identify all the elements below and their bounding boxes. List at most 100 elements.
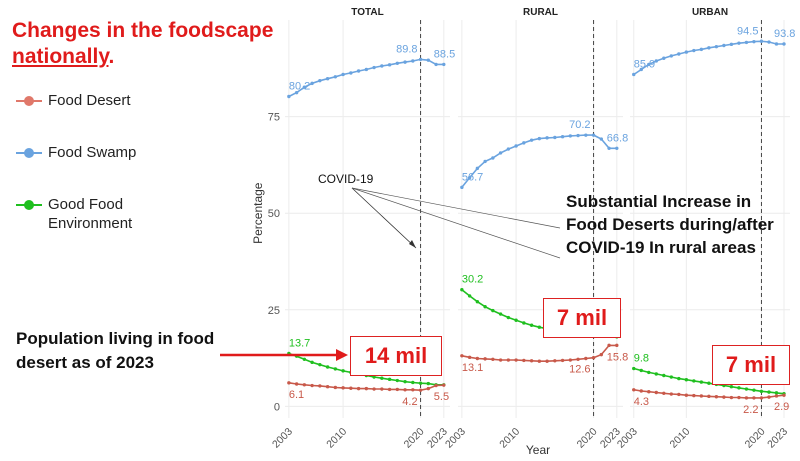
data-point bbox=[615, 343, 619, 348]
covid-arrow bbox=[351, 187, 417, 249]
data-point bbox=[364, 67, 369, 72]
data-point bbox=[418, 388, 423, 392]
x-tick-label: 2003 bbox=[615, 426, 640, 451]
data-point bbox=[356, 69, 361, 73]
data-point bbox=[491, 156, 495, 160]
callout-rural: 7 mil bbox=[543, 298, 621, 338]
data-label: 80.2 bbox=[289, 81, 310, 93]
data-point bbox=[684, 378, 689, 382]
data-point bbox=[707, 394, 711, 399]
data-point bbox=[654, 372, 658, 376]
data-point bbox=[294, 382, 299, 386]
data-point bbox=[607, 146, 611, 150]
data-label: 9.8 bbox=[634, 353, 649, 365]
data-point bbox=[467, 355, 472, 360]
data-point bbox=[615, 146, 619, 150]
data-point bbox=[767, 40, 771, 44]
data-point bbox=[475, 356, 480, 361]
data-point bbox=[395, 61, 400, 65]
data-point bbox=[318, 78, 322, 83]
data-point bbox=[325, 365, 330, 369]
data-label: 15.8 bbox=[607, 351, 628, 363]
data-point bbox=[467, 175, 472, 180]
y-axis-title: Percentage bbox=[251, 182, 265, 244]
data-point bbox=[333, 75, 338, 79]
data-point bbox=[584, 133, 588, 137]
data-label: 4.2 bbox=[402, 396, 417, 408]
data-point bbox=[591, 133, 596, 137]
data-point bbox=[591, 356, 596, 360]
data-point bbox=[411, 59, 415, 63]
data-point bbox=[647, 390, 651, 394]
data-point bbox=[537, 136, 542, 141]
data-point bbox=[707, 381, 711, 385]
data-point bbox=[744, 396, 749, 400]
data-label: 5.5 bbox=[434, 391, 449, 403]
data-point bbox=[647, 62, 651, 67]
data-point bbox=[632, 388, 636, 392]
data-point bbox=[491, 308, 495, 313]
data-point bbox=[662, 56, 666, 60]
data-point bbox=[677, 392, 681, 397]
x-tick-label: 2003 bbox=[270, 426, 295, 451]
data-point bbox=[325, 385, 330, 389]
data-point bbox=[545, 136, 549, 140]
data-point bbox=[707, 46, 711, 50]
data-point bbox=[568, 358, 573, 362]
data-point bbox=[560, 358, 565, 363]
data-point bbox=[692, 379, 696, 383]
rural-note: Substantial Increase in Food Deserts dur… bbox=[566, 192, 774, 257]
data-point bbox=[460, 288, 464, 292]
population-arrowhead bbox=[336, 349, 348, 361]
data-point bbox=[774, 391, 779, 395]
data-point bbox=[387, 387, 392, 392]
callout-total: 14 mil bbox=[350, 336, 442, 376]
legend-dot-food-swamp bbox=[24, 148, 34, 158]
facet-title-urban: URBAN bbox=[692, 7, 728, 18]
covid-arrowhead bbox=[409, 240, 416, 248]
population-annotation: Population living in food desert as of 2… bbox=[16, 329, 215, 372]
data-point bbox=[545, 359, 549, 363]
x-tick-label: 2023 bbox=[765, 426, 790, 451]
data-point bbox=[294, 90, 299, 95]
data-label: 85.9 bbox=[634, 58, 655, 70]
x-axis-title: Year bbox=[526, 443, 550, 457]
x-tick-label: 2020 bbox=[743, 426, 768, 451]
y-tick-label: 25 bbox=[268, 305, 280, 317]
data-point bbox=[737, 395, 741, 400]
x-tick-label: 2010 bbox=[667, 426, 692, 451]
data-point bbox=[522, 141, 526, 145]
data-point bbox=[607, 343, 611, 348]
data-point bbox=[483, 357, 487, 361]
data-point bbox=[729, 395, 734, 400]
data-point bbox=[584, 356, 588, 361]
data-point bbox=[639, 67, 643, 72]
data-point bbox=[467, 294, 472, 298]
data-point bbox=[729, 42, 734, 47]
data-point bbox=[514, 358, 518, 362]
y-tick-label: 75 bbox=[268, 112, 280, 124]
x-tick-label: 2020 bbox=[575, 426, 600, 451]
data-point bbox=[576, 133, 580, 138]
data-label: 93.8 bbox=[774, 28, 795, 40]
data-point bbox=[506, 147, 511, 151]
data-point bbox=[759, 396, 764, 400]
data-point bbox=[560, 134, 565, 139]
data-label: 13.7 bbox=[289, 337, 310, 349]
data-point bbox=[774, 394, 779, 398]
data-point bbox=[782, 42, 786, 46]
data-label: 6.1 bbox=[289, 389, 304, 401]
data-point bbox=[759, 389, 764, 394]
data-point bbox=[475, 166, 480, 171]
grid-layer bbox=[285, 20, 790, 418]
data-point bbox=[403, 388, 407, 392]
title-line-2: nationally. bbox=[12, 44, 273, 70]
data-point bbox=[483, 305, 487, 309]
data-point bbox=[553, 135, 557, 140]
data-point bbox=[341, 72, 345, 77]
data-point bbox=[395, 378, 400, 383]
data-point bbox=[737, 41, 741, 45]
data-point bbox=[729, 385, 734, 389]
legend-label: Food Swamp bbox=[48, 144, 137, 161]
